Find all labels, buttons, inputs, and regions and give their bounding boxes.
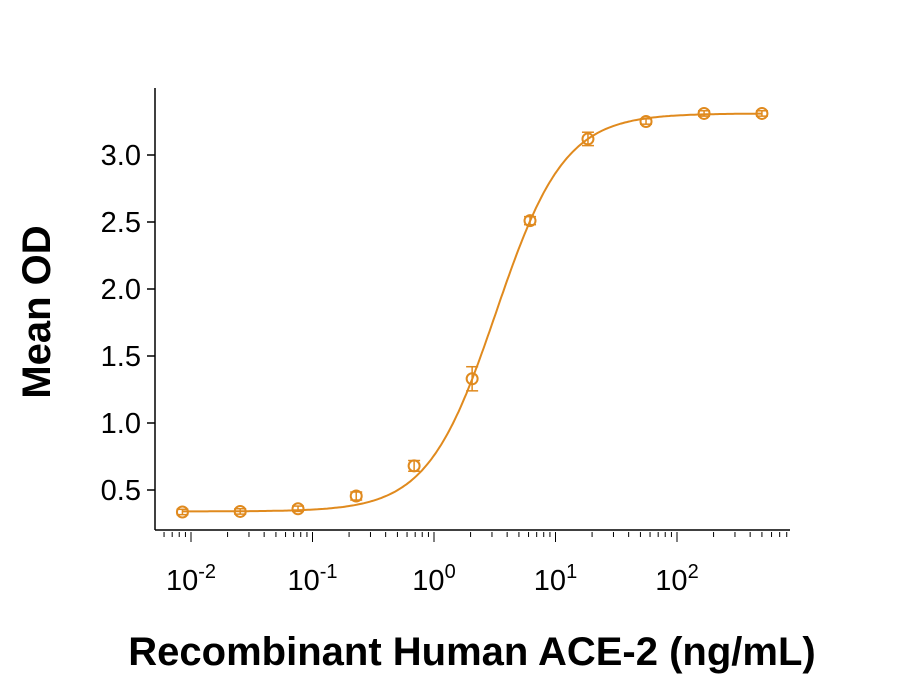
- data-point: [465, 365, 479, 392]
- y-tick-label: 2.5: [101, 207, 141, 239]
- point-marker: [407, 459, 421, 473]
- point-marker: [465, 372, 479, 386]
- point-marker: [697, 106, 711, 120]
- data-point: [175, 505, 189, 519]
- data-point: [407, 459, 421, 473]
- x-tick-label: 102: [655, 561, 698, 597]
- y-axis-title: Mean OD: [15, 225, 59, 398]
- x-tick-base: 10: [655, 565, 687, 597]
- point-marker: [233, 504, 247, 518]
- x-tick-label: 100: [412, 561, 455, 597]
- data-point: [349, 489, 363, 503]
- y-tick-label: 0.5: [101, 475, 141, 507]
- point-marker: [523, 214, 537, 228]
- data-point: [755, 106, 769, 120]
- x-tick-label: 10-2: [166, 561, 216, 597]
- x-tick-exponent: 2: [688, 561, 699, 583]
- y-tick-label: 1.5: [101, 341, 141, 373]
- y-tick-label: 1.0: [101, 408, 141, 440]
- point-marker: [581, 132, 595, 146]
- x-tick-base: 10: [166, 565, 198, 597]
- data-point: [639, 115, 653, 128]
- data-point: [233, 504, 247, 518]
- point-marker: [175, 505, 189, 519]
- x-tick-label: 10-1: [287, 561, 337, 597]
- data-point: [697, 106, 711, 120]
- y-tick-label: 3.0: [101, 140, 141, 172]
- point-marker: [755, 106, 769, 120]
- y-axis-ticks: 0.5 1.0 1.5 2.0 2.5 3.0: [101, 140, 155, 507]
- data-point: [523, 214, 537, 228]
- x-axis-ticks: 10-2 10-1 100 101 102: [163, 532, 788, 597]
- fit-curve: [182, 112, 762, 513]
- x-tick-exponent: 1: [566, 561, 577, 583]
- x-tick-exponent: 0: [445, 561, 456, 583]
- x-tick-base: 10: [412, 565, 444, 597]
- point-marker: [639, 115, 653, 128]
- x-tick-base: 10: [534, 565, 566, 597]
- x-tick-label: 101: [534, 561, 577, 597]
- x-tick-exponent: -1: [320, 561, 338, 583]
- x-tick-exponent: -2: [198, 561, 216, 583]
- data-point: [581, 131, 595, 147]
- x-tick-base: 10: [287, 565, 319, 597]
- x-axis-title: Recombinant Human ACE-2 (ng/mL): [128, 630, 815, 674]
- y-tick-label: 2.0: [101, 274, 141, 306]
- point-marker: [349, 489, 363, 503]
- data-point: [291, 502, 305, 516]
- axes: [154, 88, 790, 531]
- point-marker: [291, 502, 305, 516]
- data-points: [175, 106, 769, 519]
